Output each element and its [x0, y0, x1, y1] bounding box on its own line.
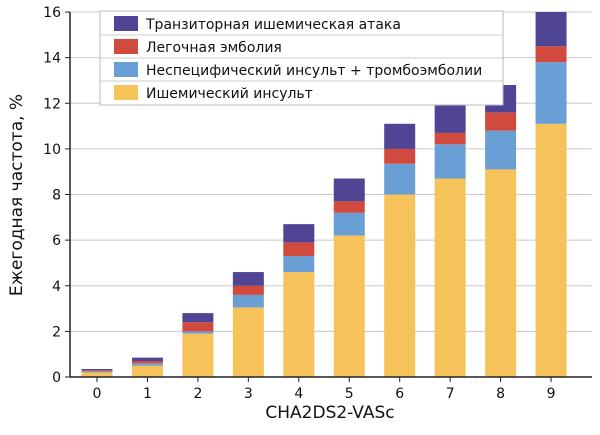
y-tick-label: 10: [43, 142, 61, 158]
bar-segment: [333, 235, 365, 377]
x-tick-label: 1: [143, 386, 152, 402]
bar-segment: [535, 12, 567, 47]
bar-segment: [232, 272, 264, 286]
bar-segment: [333, 201, 365, 213]
bar-segment: [384, 148, 416, 164]
bar-segment: [232, 294, 264, 308]
bar-segment: [434, 144, 466, 179]
y-tick-label: 6: [52, 233, 61, 249]
x-tick-label: 7: [446, 386, 455, 402]
bar-segment: [182, 331, 214, 334]
bar-segment: [333, 212, 365, 236]
bar-segment: [81, 372, 113, 377]
bars: [81, 12, 567, 377]
bar-segment: [485, 169, 517, 377]
bar-segment: [131, 361, 163, 364]
legend-label: Транзиторная ишемическая атака: [145, 17, 401, 33]
bar-segment: [182, 322, 214, 332]
bar-segment: [232, 307, 264, 377]
bar-segment: [485, 130, 517, 170]
legend-swatch: [114, 85, 138, 100]
bar-segment: [131, 363, 163, 366]
bar-segment: [535, 46, 567, 63]
bar-segment: [182, 313, 214, 323]
bar-segment: [131, 365, 163, 377]
x-tick-label: 6: [395, 386, 404, 402]
x-tick-label: 9: [547, 386, 556, 402]
y-tick-label: 4: [52, 279, 61, 295]
bar-segment: [434, 132, 466, 145]
x-tick-label: 4: [294, 386, 303, 402]
bar-segment: [535, 123, 567, 377]
y-tick-label: 16: [43, 5, 61, 21]
y-tick-label: 2: [52, 324, 61, 340]
y-tick-label: 0: [52, 370, 61, 386]
bar-segment: [535, 62, 567, 124]
y-tick-label: 12: [43, 96, 61, 112]
legend-swatch: [114, 39, 138, 54]
bar-segment: [232, 285, 264, 295]
bar-segment: [333, 178, 365, 202]
legend: Транзиторная ишемическая атака Легочная э…: [99, 10, 504, 106]
bar-segment: [384, 123, 416, 149]
bar-segment: [81, 369, 113, 371]
x-tick-label: 2: [193, 386, 202, 402]
x-tick-label: 8: [496, 386, 505, 402]
x-tick-label: 3: [244, 386, 253, 402]
bar-segment: [182, 333, 214, 377]
x-tick-label: 5: [345, 386, 354, 402]
y-tick-label: 14: [43, 51, 61, 67]
bar-segment: [384, 163, 416, 195]
bar-segment: [283, 242, 315, 257]
legend-swatch: [114, 62, 138, 77]
bar-segment: [81, 370, 113, 372]
y-axis-label: Ежегодная частота, %: [7, 94, 27, 296]
bar-segment: [283, 272, 315, 377]
y-tick-label: 8: [52, 188, 61, 204]
legend-swatch: [114, 16, 138, 31]
bar-segment: [434, 178, 466, 377]
legend-label: Легочная эмболия: [146, 40, 282, 56]
bar-segment: [131, 357, 163, 362]
legend-label: Ишемический инсульт: [146, 86, 313, 102]
legend-label: Неспецифический инсульт + тромбоэмболии: [146, 63, 482, 79]
bar-segment: [81, 371, 113, 373]
x-axis-label: CHA2DS2-VASc: [265, 403, 394, 423]
bar-segment: [283, 256, 315, 273]
bar-segment: [384, 194, 416, 377]
bar-segment: [283, 224, 315, 243]
bar-segment: [485, 112, 517, 131]
x-tick-label: 0: [93, 386, 102, 402]
